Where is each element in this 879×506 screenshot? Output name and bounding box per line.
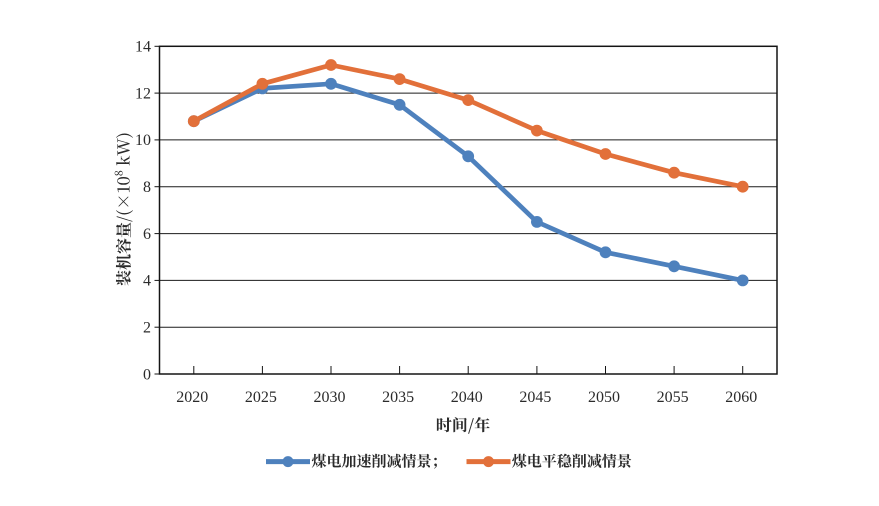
svg-text:14: 14 [135, 39, 151, 56]
svg-text:2035: 2035 [382, 389, 414, 406]
svg-text:2045: 2045 [519, 389, 551, 406]
svg-text:12: 12 [135, 85, 151, 102]
svg-text:2: 2 [143, 320, 151, 337]
svg-text:2030: 2030 [314, 389, 346, 406]
svg-text:2055: 2055 [657, 389, 689, 406]
svg-text:4: 4 [143, 273, 151, 290]
svg-text:6: 6 [143, 226, 151, 243]
svg-text:10: 10 [135, 132, 151, 149]
svg-text:2025: 2025 [245, 389, 277, 406]
svg-text:8: 8 [143, 179, 151, 196]
svg-text:2060: 2060 [725, 389, 757, 406]
svg-text:2040: 2040 [451, 389, 483, 406]
svg-text:2050: 2050 [588, 389, 620, 406]
svg-text:2020: 2020 [176, 389, 208, 406]
svg-text:0: 0 [143, 366, 151, 383]
